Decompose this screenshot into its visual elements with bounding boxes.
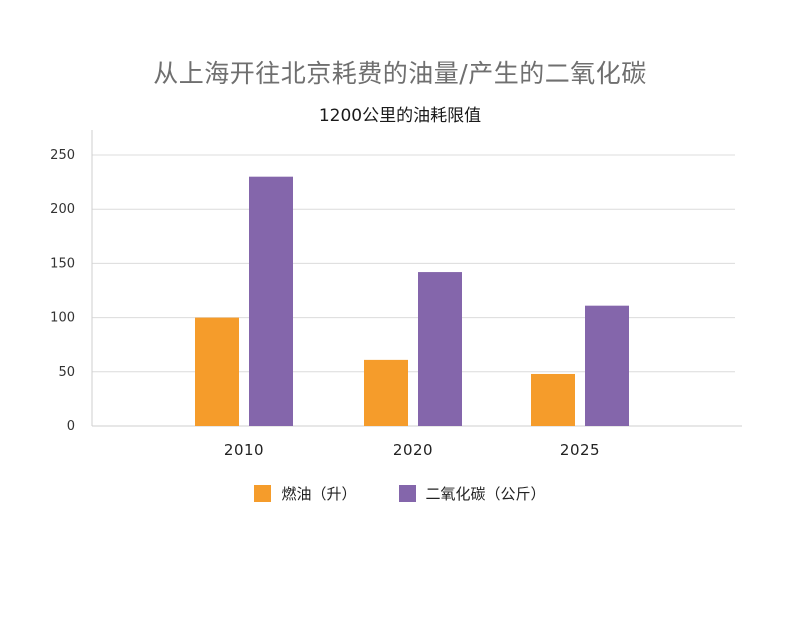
x-tick-label-2010: 2010 [224, 441, 264, 459]
bar-co2-2025 [585, 305, 629, 426]
bar-co2-2020 [418, 272, 462, 426]
legend-swatch-co2 [398, 485, 416, 502]
legend-label-co2: 二氧化碳（公斤） [425, 485, 546, 503]
bar-fuel-2010 [195, 317, 239, 426]
chart-title: 从上海开往北京耗费的油量/产生的二氧化碳 [153, 59, 647, 88]
y-tick-label-0: 0 [67, 419, 75, 434]
y-tick-label-250: 250 [50, 148, 75, 163]
bar-fuel-2020 [364, 359, 408, 426]
legend-item-fuel: 燃油（升） [254, 483, 357, 504]
y-tick-label-200: 200 [50, 202, 75, 217]
chart-subtitle: 1200公里的油耗限值 [318, 106, 482, 126]
bar-co2-2010 [249, 176, 293, 426]
x-tick-label-2025: 2025 [560, 441, 600, 459]
y-tick-label-150: 150 [50, 256, 75, 271]
y-tick-label-50: 50 [58, 365, 75, 380]
bar-fuel-2025 [531, 373, 575, 426]
y-tick-label-100: 100 [50, 311, 75, 326]
legend-item-co2: 二氧化碳（公斤） [398, 483, 546, 504]
legend-swatch-fuel [254, 485, 272, 502]
x-tick-label-2020: 2020 [393, 441, 433, 459]
legend-label-fuel: 燃油（升） [281, 485, 357, 503]
chart-legend: 燃油（升） 二氧化碳（公斤） [0, 483, 800, 504]
